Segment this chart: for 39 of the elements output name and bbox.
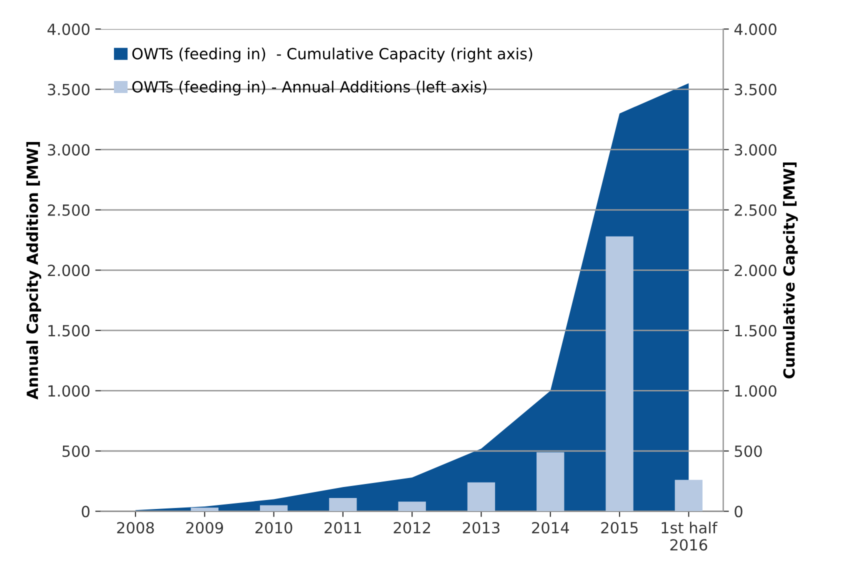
y2-tick-label: 4.000 <box>734 24 776 36</box>
y-tick-label: 3.000 <box>48 144 90 156</box>
y-tick-label: 1.500 <box>48 324 90 336</box>
x-tick-label: 1st half 2016 <box>662 522 718 551</box>
y2-tick-label: 2.000 <box>734 264 776 276</box>
y-tick-label: 3.500 <box>48 84 90 96</box>
y-axis-title: Annual Capcity Addition [MW] <box>26 142 42 400</box>
x-tick-label: 2015 <box>601 522 638 534</box>
bar <box>398 502 426 512</box>
x-tick-label: 2008 <box>117 522 154 534</box>
y2-tick-label: 2.500 <box>734 204 776 216</box>
y2-tick-label: 0 <box>734 506 742 518</box>
y2-tick-label: 1.500 <box>735 324 776 336</box>
y-tick-label: 0 <box>82 506 90 518</box>
y2-tick-label: 500 <box>734 445 762 458</box>
y-tick-label: 2.000 <box>48 264 90 276</box>
x-tick-label: 2010 <box>255 522 292 534</box>
x-tick-label: 2014 <box>532 522 569 534</box>
x-tick-label: 2013 <box>462 522 500 534</box>
bar <box>674 480 703 512</box>
y-tick-label: 2.500 <box>48 204 90 216</box>
x-tick-label: 2012 <box>394 522 430 534</box>
bar <box>467 482 496 512</box>
x-tick-label: 2011 <box>324 522 361 534</box>
bar <box>536 452 564 512</box>
x-tick-label: 2009 <box>186 522 224 534</box>
y-tick-label: 4.000 <box>48 24 90 36</box>
y2-tick-label: 1.000 <box>735 385 776 397</box>
y-tick-label: 500 <box>62 445 90 458</box>
y-tick-label: 1.000 <box>48 385 90 397</box>
bar <box>606 236 634 512</box>
y2-tick-label: 3.500 <box>734 84 776 96</box>
legend-label: OWTs (feeding in) - Annual Additions (left axis) <box>132 80 486 96</box>
bar <box>190 508 218 512</box>
bar <box>329 498 357 512</box>
legend-label: OWTs (feeding in) - Cumulative Capacity (right axis) <box>132 48 532 62</box>
bar <box>260 505 288 512</box>
y2-axis-title: Cumulative Capcity [MW] <box>782 162 798 378</box>
y2-tick-label: 3.000 <box>734 144 776 156</box>
